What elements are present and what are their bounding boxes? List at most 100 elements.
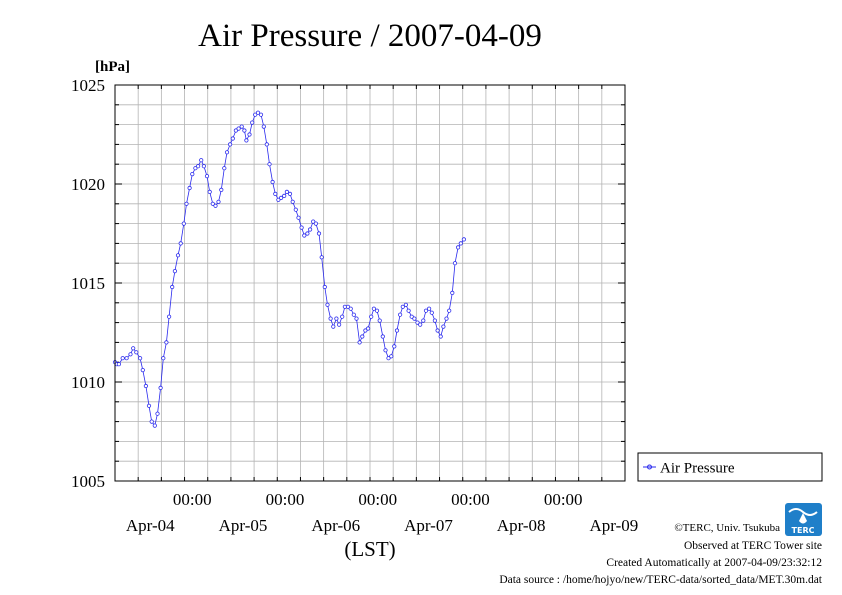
data-point — [250, 120, 255, 125]
data-point — [363, 328, 368, 333]
legend-box — [637, 452, 823, 482]
terc-logo: TERC — [785, 503, 822, 536]
data-point — [432, 318, 437, 323]
legend-entry-air-pressure: Air Pressure — [660, 461, 735, 477]
data-point — [331, 324, 336, 329]
data-point — [348, 306, 353, 311]
data-point — [287, 191, 293, 196]
data-point — [155, 411, 160, 416]
data-point — [293, 207, 298, 212]
chart-title: Air Pressure / 2007-04-09 — [198, 18, 542, 54]
data-point — [236, 126, 241, 131]
data-point — [134, 350, 139, 355]
data-point — [447, 308, 452, 313]
grid-lines — [115, 85, 625, 481]
data-point — [386, 356, 391, 361]
copyright-text: ©TERC, Univ. Tsukuba — [674, 522, 780, 534]
data-point — [273, 191, 278, 196]
x-tick-date-label: Apr-08 — [497, 516, 546, 535]
plot-frame — [114, 84, 626, 482]
data-point — [261, 124, 266, 129]
data-point — [458, 241, 463, 246]
data-point — [322, 284, 327, 290]
data-point — [313, 221, 318, 226]
data-point — [187, 185, 192, 191]
x-tick-date-label: Apr-09 — [590, 516, 639, 535]
data-point — [369, 314, 374, 319]
data-point — [128, 352, 133, 357]
y-tick-label: 1010 — [71, 373, 105, 392]
data-point — [296, 215, 301, 220]
data-point — [172, 268, 177, 274]
wave-icon — [788, 508, 818, 516]
data-point — [351, 312, 356, 317]
data-point — [334, 316, 339, 321]
data-point — [340, 314, 345, 319]
data-point — [233, 128, 238, 133]
series-air-pressure — [112, 110, 466, 428]
legend: Air Pressure — [637, 452, 823, 482]
data-point — [164, 340, 169, 345]
data-point — [365, 326, 371, 331]
data-point — [455, 245, 461, 250]
data-point — [255, 110, 261, 115]
data-point — [270, 179, 275, 185]
data-point — [400, 304, 405, 309]
data-point — [224, 150, 230, 155]
data-point — [167, 314, 172, 319]
data-point — [441, 324, 446, 329]
data-point — [131, 346, 136, 351]
data-point — [354, 316, 359, 321]
data-point — [319, 255, 324, 260]
data-point — [193, 166, 198, 171]
data-point — [282, 193, 287, 198]
data-point — [284, 189, 289, 194]
y-axis-unit: [hPa] — [95, 59, 130, 75]
data-point — [392, 344, 397, 349]
observed-text: Observed at TERC Tower site — [684, 540, 822, 552]
y-tick-label: 1005 — [71, 472, 105, 491]
data-point — [421, 318, 426, 323]
data-point — [120, 356, 125, 361]
data-point — [461, 237, 466, 242]
data-point — [302, 233, 307, 238]
data-point — [140, 367, 145, 373]
data-point — [143, 383, 148, 389]
data-point — [170, 284, 175, 290]
data-point — [305, 231, 310, 236]
data-point — [178, 241, 183, 246]
data-point — [426, 306, 432, 311]
x-tick-date-label: Apr-04 — [126, 516, 175, 535]
data-point — [429, 310, 434, 315]
data-point — [307, 227, 313, 232]
data-point — [415, 320, 420, 325]
data-point — [175, 253, 181, 258]
data-point — [116, 362, 122, 367]
y-tick-label: 1015 — [71, 274, 105, 293]
data-point — [242, 128, 247, 133]
data-point — [210, 201, 215, 206]
data-point — [247, 132, 252, 137]
data-point — [444, 316, 449, 321]
data-point — [158, 385, 163, 390]
data-point — [406, 308, 411, 313]
data-point — [377, 318, 382, 323]
data-point — [219, 187, 224, 192]
data-point — [184, 201, 189, 206]
x-tick-date-label: Apr-07 — [404, 516, 453, 535]
data-point — [397, 312, 403, 317]
x-tick-time-label: 00:00 — [358, 490, 397, 509]
data-point — [239, 124, 244, 129]
data-point — [412, 316, 417, 321]
y-tick-labels: 1005 1010 1015 1020 1025 — [71, 76, 105, 491]
data-point — [276, 197, 281, 202]
data-point — [403, 302, 408, 307]
data-point — [181, 221, 186, 226]
x-tick-date-label: Apr-06 — [311, 516, 360, 535]
data-point — [452, 261, 458, 266]
data-point — [149, 419, 154, 424]
x-tick-time-label: 00:00 — [544, 490, 583, 509]
data-point — [418, 322, 423, 327]
